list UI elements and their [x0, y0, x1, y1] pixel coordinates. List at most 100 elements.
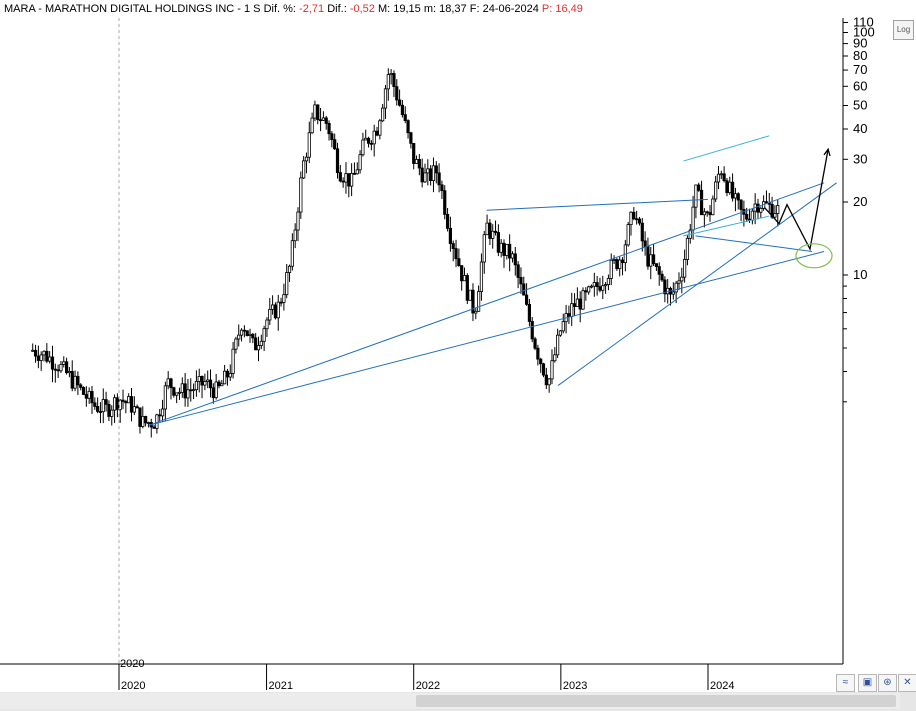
- candle-body: [702, 211, 706, 216]
- close-icon[interactable]: ✕: [898, 674, 916, 692]
- channel-line: [683, 215, 770, 237]
- trendline: [695, 235, 813, 252]
- candle-body: [361, 139, 365, 156]
- candle-body: [237, 334, 241, 340]
- candle-body: [730, 181, 735, 199]
- candle-body: [601, 285, 605, 291]
- log-scale-button[interactable]: Log: [893, 20, 914, 40]
- candle-body: [254, 337, 258, 351]
- candle-body: [654, 263, 658, 267]
- candle-body: [437, 172, 441, 186]
- candle-body: [756, 203, 760, 213]
- candle-body: [719, 173, 723, 176]
- candle-body: [245, 330, 249, 337]
- candle-body: [166, 378, 170, 387]
- candle-body: [443, 190, 447, 215]
- price-label: P:: [541, 3, 553, 15]
- candle-body: [722, 173, 726, 182]
- candle-body: [635, 218, 639, 221]
- candle-body: [581, 290, 585, 310]
- candle-body: [561, 321, 565, 332]
- candle-body: [739, 199, 743, 210]
- candle-body: [90, 390, 94, 404]
- candle-body: [460, 265, 464, 282]
- candle-body: [287, 265, 292, 273]
- candle-body: [445, 213, 450, 229]
- zigzag-icon[interactable]: ≈: [836, 674, 855, 692]
- candle-body: [101, 399, 105, 413]
- candle-body: [482, 234, 486, 263]
- candle-body: [132, 406, 136, 413]
- candle-body: [304, 156, 309, 162]
- candle-body: [73, 375, 77, 389]
- candle-body: [699, 189, 704, 216]
- candle-body: [313, 104, 317, 119]
- candle-body: [282, 294, 286, 303]
- candle-body: [208, 379, 213, 389]
- candle-body: [745, 213, 749, 220]
- candle-body: [211, 387, 215, 399]
- pin-icon[interactable]: ⊛: [878, 674, 897, 692]
- candle-body: [64, 361, 69, 374]
- candle-body: [42, 350, 46, 356]
- candle-body: [587, 286, 591, 293]
- candle-body: [59, 364, 63, 372]
- candle-body: [200, 376, 204, 386]
- candle-body: [228, 372, 232, 378]
- candle-body: [160, 408, 165, 417]
- candle-body: [496, 232, 500, 253]
- candle-body: [522, 283, 526, 296]
- candle-body: [406, 120, 410, 134]
- candle-body: [33, 349, 38, 357]
- candle-body: [683, 259, 687, 278]
- candle-body: [296, 211, 300, 231]
- candle-body: [539, 358, 543, 365]
- candle-body: [31, 349, 35, 352]
- y-tick-label: 40: [853, 121, 867, 136]
- candle-body: [604, 284, 608, 287]
- candle-body: [479, 261, 484, 292]
- candle-body: [657, 266, 661, 275]
- scrollbar-thumb[interactable]: [416, 695, 896, 707]
- candle-body: [242, 329, 246, 332]
- candle-body: [491, 230, 495, 239]
- candle-body: [177, 391, 182, 394]
- candle-body: [685, 237, 690, 260]
- candle-body: [152, 426, 156, 429]
- candle-body: [135, 406, 139, 409]
- candle-body: [262, 328, 266, 342]
- candle-body: [172, 387, 176, 396]
- max-value: 19,15: [393, 3, 421, 15]
- candle-body: [776, 205, 780, 214]
- candle-body: [414, 159, 419, 164]
- candle-body: [217, 381, 221, 387]
- candle-body: [770, 203, 774, 218]
- candle-body: [646, 246, 650, 267]
- candle-body: [389, 73, 393, 76]
- candle-body: [330, 133, 334, 141]
- save-icon[interactable]: ▣: [858, 674, 877, 692]
- candle-body: [124, 401, 128, 404]
- candle-body: [285, 272, 289, 296]
- candle-body: [477, 291, 481, 312]
- interval: 1 S: [244, 3, 261, 15]
- candle-body: [412, 142, 416, 164]
- candle-body: [451, 243, 455, 249]
- candle-body: [711, 198, 715, 216]
- candle-body: [584, 290, 588, 293]
- candle-body: [76, 375, 80, 386]
- candle-body: [112, 397, 117, 411]
- candle-body: [759, 207, 763, 213]
- candle-body: [499, 242, 503, 253]
- candle-body: [691, 206, 695, 231]
- candle-body: [189, 389, 193, 392]
- candle-body: [110, 409, 114, 417]
- candle-body: [383, 88, 388, 109]
- candle-body: [575, 298, 579, 307]
- trendline: [148, 251, 825, 426]
- dif-value: -0,52: [349, 3, 375, 15]
- candle-body: [457, 258, 461, 266]
- price-value: 16,49: [555, 3, 583, 15]
